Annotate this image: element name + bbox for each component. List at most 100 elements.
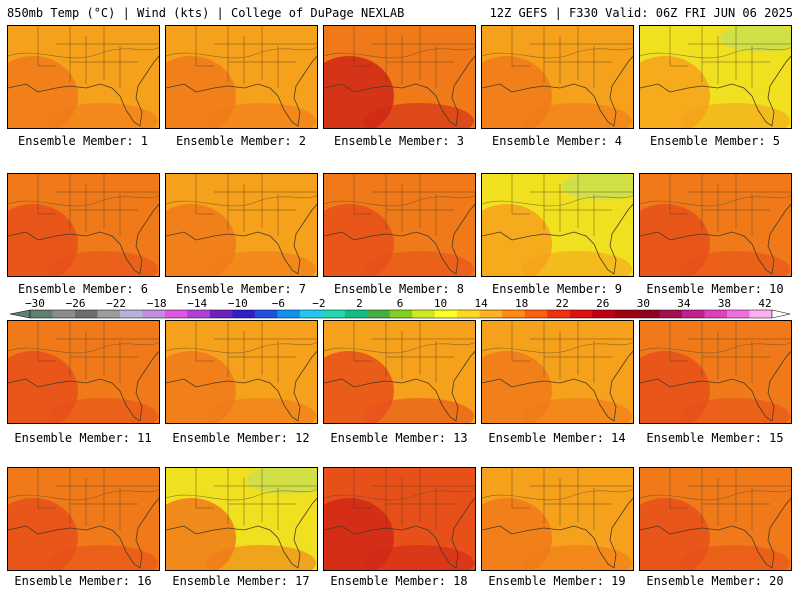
temperature-field: [640, 174, 791, 276]
ensemble-member-map: [323, 467, 476, 571]
colorbar-swatch: [277, 310, 301, 318]
temperature-field: [8, 321, 159, 423]
ensemble-member-map: [639, 173, 792, 277]
temperature-field: [8, 174, 159, 276]
ensemble-member-map: [481, 320, 634, 424]
ensemble-member-map: [7, 25, 160, 129]
temperature-field: [482, 321, 633, 423]
ensemble-member-label: Ensemble Member: 16: [14, 574, 152, 588]
colorbar-swatch: [502, 310, 525, 318]
colorbar-tick-label: −2: [312, 297, 325, 310]
ensemble-member-map: [323, 173, 476, 277]
colorbar-swatch: [119, 310, 143, 318]
colorbar-tick-label: 18: [515, 297, 528, 310]
colorbar-swatch: [682, 310, 705, 318]
ensemble-member-label: Ensemble Member: 4: [491, 134, 623, 148]
colorbar-swatch: [659, 310, 683, 318]
ensemble-member-label: Ensemble Member: 15: [646, 431, 784, 445]
model-valid-time: 12Z GEFS | F330 Valid: 06Z FRI JUN 06 20…: [489, 6, 793, 20]
ensemble-member-label: Ensemble Member: 6: [17, 282, 149, 296]
colorbar-tick-label: −10: [228, 297, 248, 310]
colorbar-swatch: [727, 310, 750, 318]
ensemble-member-label: Ensemble Member: 2: [175, 134, 307, 148]
ensemble-member-map: [165, 173, 318, 277]
colorbar-swatch: [254, 310, 278, 318]
temperature-field: [166, 26, 317, 128]
colorbar-low-arrow: [9, 309, 31, 319]
ensemble-member-label: Ensemble Member: 3: [333, 134, 465, 148]
colorbar-tick-label: 26: [596, 297, 609, 310]
temperature-field: [482, 468, 633, 570]
temperature-field: [166, 174, 317, 276]
colorbar-swatch: [569, 310, 593, 318]
ensemble-member-label: Ensemble Member: 11: [14, 431, 152, 445]
ensemble-member-map: [165, 320, 318, 424]
colorbar-swatch: [142, 310, 166, 318]
ensemble-member-label: Ensemble Member: 13: [330, 431, 468, 445]
temperature-field: [8, 468, 159, 570]
temperature-field: [324, 321, 475, 423]
colorbar-swatch: [74, 310, 98, 318]
colorbar-tick-label: 10: [434, 297, 447, 310]
ensemble-member-map: [639, 467, 792, 571]
ensemble-member-label: Ensemble Member: 17: [172, 574, 310, 588]
ensemble-member-map: [639, 320, 792, 424]
colorbar-tick-label: 30: [637, 297, 650, 310]
ensemble-member-label: Ensemble Member: 18: [330, 574, 468, 588]
colorbar-swatch: [457, 310, 480, 318]
ensemble-member-map: [481, 467, 634, 571]
ensemble-member-map: [7, 467, 160, 571]
ensemble-member-map: [7, 173, 160, 277]
temperature-field: [324, 468, 475, 570]
colorbar-tick-label: −26: [66, 297, 86, 310]
ensemble-member-map: [481, 173, 634, 277]
ensemble-member-map: [323, 25, 476, 129]
colorbar-swatch: [614, 310, 638, 318]
temperature-field: [166, 468, 317, 570]
ensemble-member-map: [323, 320, 476, 424]
colorbar-tick-label: 2: [356, 297, 363, 310]
ensemble-member-map: [481, 25, 634, 129]
colorbar-swatch: [367, 310, 391, 318]
ensemble-member-label: Ensemble Member: 19: [488, 574, 626, 588]
colorbar-tick-label: −18: [147, 297, 167, 310]
colorbar-swatch: [164, 310, 188, 318]
ensemble-member-label: Ensemble Member: 8: [333, 282, 465, 296]
temperature-field: [640, 468, 791, 570]
colorbar-tick-label: 42: [758, 297, 771, 310]
colorbar-tick-label: 38: [718, 297, 731, 310]
colorbar-swatch: [299, 310, 323, 318]
ensemble-member-map: [165, 25, 318, 129]
ensemble-member-label: Ensemble Member: 10: [646, 282, 784, 296]
colorbar-swatch: [209, 310, 233, 318]
ensemble-member-map: [639, 25, 792, 129]
colorbar-swatch: [434, 310, 458, 318]
ensemble-member-label: Ensemble Member: 9: [491, 282, 623, 296]
colorbar-swatch: [749, 310, 773, 318]
colorbar-swatch: [592, 310, 615, 318]
temperature-field: [166, 321, 317, 423]
map-title: 850mb Temp (°C) | Wind (kts) | College o…: [7, 6, 405, 20]
colorbar-swatch: [232, 310, 256, 318]
temperature-field: [640, 321, 791, 423]
temperature-field: [324, 174, 475, 276]
colorbar-swatch: [52, 310, 76, 318]
colorbar-tick-label: −14: [187, 297, 207, 310]
ensemble-member-label: Ensemble Member: 5: [649, 134, 781, 148]
ensemble-member-label: Ensemble Member: 14: [488, 431, 626, 445]
colorbar-swatch: [704, 310, 728, 318]
colorbar-swatch: [97, 310, 121, 318]
temperature-field: [8, 26, 159, 128]
colorbar-swatch: [187, 310, 211, 318]
colorbar-swatch: [30, 310, 53, 318]
colorbar-swatch: [637, 310, 660, 318]
temperature-colorbar: −30 −26 −22 −18 −14 −10 −6 −2 2 6 10 14 18 22 26 30 34 38…: [9, 297, 791, 319]
ensemble-member-label: Ensemble Member: 20: [646, 574, 784, 588]
ensemble-member-label: Ensemble Member: 7: [175, 282, 307, 296]
colorbar-swatch: [412, 310, 436, 318]
temperature-field: [482, 26, 633, 128]
colorbar-swatch: [524, 310, 548, 318]
ensemble-member-label: Ensemble Member: 1: [17, 134, 149, 148]
colorbar-tick-label: 14: [474, 297, 488, 310]
colorbar-swatch: [344, 310, 368, 318]
